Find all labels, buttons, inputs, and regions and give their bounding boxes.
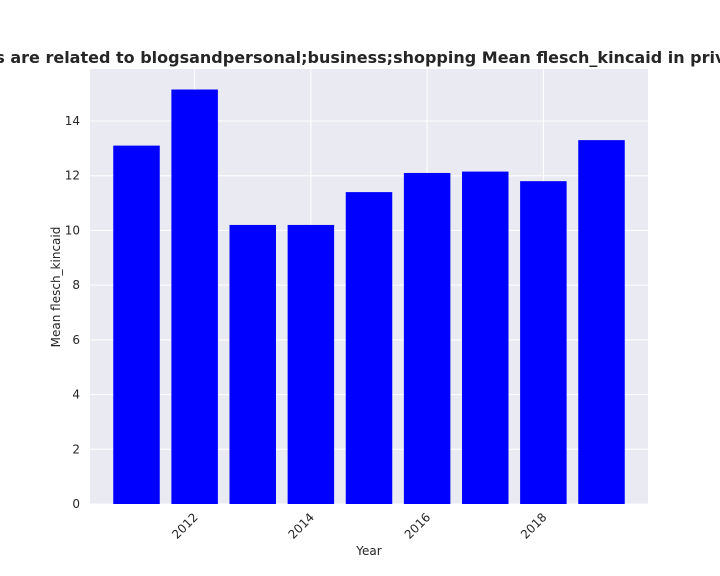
bar [171, 89, 218, 505]
x-tick-labels: 2012 2014 2016 2018 [169, 510, 549, 541]
x-tick-label: 2014 [285, 510, 316, 541]
bars [113, 89, 625, 505]
bar [345, 192, 393, 504]
y-tick-label: 6 [72, 333, 80, 347]
bar [229, 224, 276, 504]
y-tick-label: 12 [65, 169, 80, 183]
bar [462, 171, 509, 504]
x-axis-label: Year [355, 544, 381, 558]
chart-title: Categories are related to blogsandperson… [0, 48, 720, 67]
y-tick-label: 4 [72, 388, 80, 402]
bar [578, 140, 625, 504]
x-tick-label: 2018 [518, 510, 549, 541]
y-tick-label: 10 [65, 223, 80, 237]
bar [520, 181, 567, 505]
x-tick-label: 2016 [402, 510, 433, 541]
y-tick-labels: 0 2 4 6 8 10 12 14 [65, 114, 80, 511]
y-axis-label: Mean flesch_kincaid [49, 227, 63, 348]
bar [403, 172, 451, 504]
y-tick-label: 0 [72, 497, 80, 511]
y-tick-label: 8 [72, 278, 80, 292]
bar [113, 145, 160, 505]
y-tick-label: 14 [65, 114, 80, 128]
y-tick-label: 2 [72, 442, 80, 456]
bar [287, 224, 335, 504]
x-tick-label: 2012 [169, 510, 200, 541]
